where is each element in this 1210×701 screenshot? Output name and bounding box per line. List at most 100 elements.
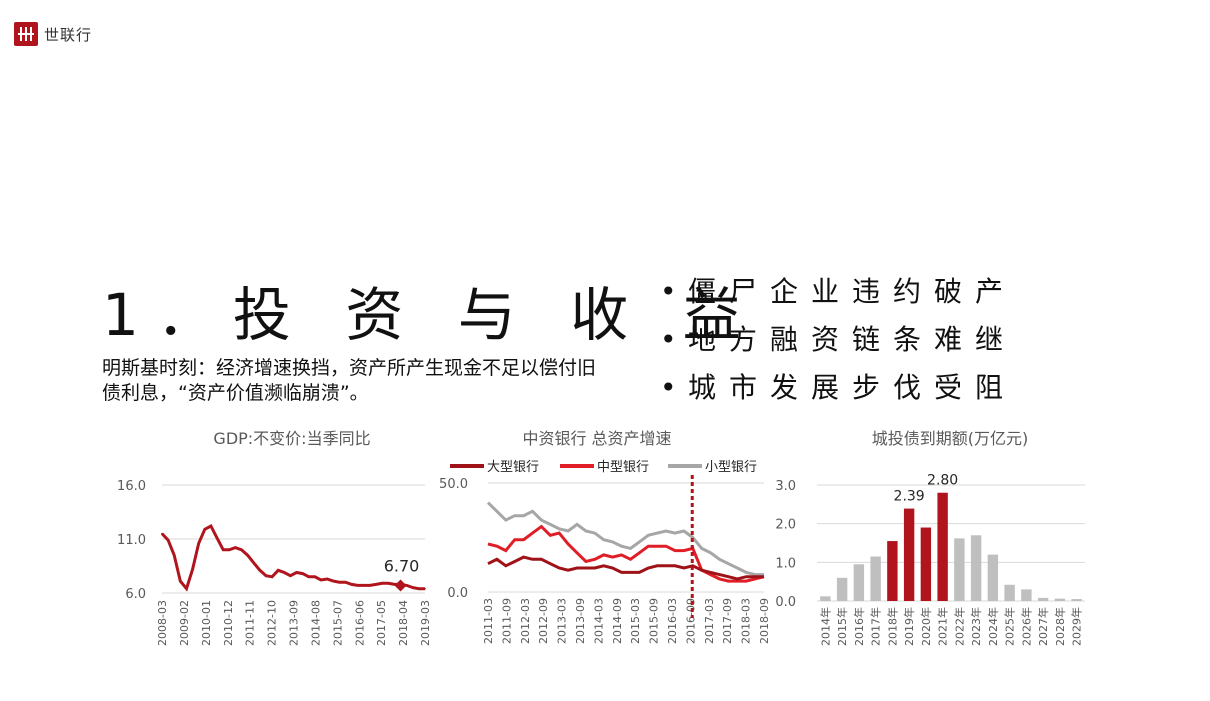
annotation-marker	[394, 579, 407, 592]
data-point	[191, 568, 194, 571]
x-tick-label: 2016-06	[353, 600, 366, 646]
data-point	[259, 569, 261, 572]
y-tick-label: 1.0	[775, 556, 796, 571]
data-point	[344, 581, 347, 583]
legend-label: 大型银行	[487, 460, 539, 475]
bar	[954, 538, 965, 601]
data-point	[301, 572, 304, 575]
bullet-list: • 僵尸企业违约破产 • 地方融资链条难继 • 城市发展步伐受阻	[660, 268, 1016, 412]
bullet-item: • 城市发展步伐受阻	[660, 364, 1016, 412]
data-point	[161, 532, 163, 535]
logo-mark-icon	[14, 22, 38, 46]
data-point	[314, 576, 316, 578]
data-point	[179, 580, 182, 582]
data-point	[234, 546, 237, 549]
slide-title: 1．投 资 与 收 益	[102, 281, 759, 349]
x-tick-label: 2016年	[852, 607, 866, 646]
bar-value-label: 2.39	[894, 489, 925, 505]
bar	[1004, 584, 1015, 601]
x-tick-label: 2018-09	[758, 598, 771, 644]
gdp-series-line	[160, 523, 425, 592]
bullet-dot-icon: •	[660, 275, 677, 308]
bar	[887, 541, 898, 601]
x-tick-label: 2013-03	[556, 598, 569, 644]
data-point	[326, 578, 328, 580]
x-tick-label: 2019-03	[419, 600, 432, 646]
data-point	[363, 584, 365, 587]
x-tick-label: 2012-09	[537, 598, 550, 644]
x-tick-label: 2014年	[818, 607, 832, 646]
bar	[970, 535, 982, 601]
data-point	[320, 579, 322, 581]
x-tick-label: 2024年	[986, 607, 1000, 646]
x-tick-label: 2023年	[969, 607, 983, 646]
bullet-dot-icon: •	[660, 371, 677, 404]
x-tick-label: 2016-03	[666, 598, 679, 644]
legend-label: 小型银行	[705, 460, 757, 475]
data-point	[289, 574, 292, 577]
x-tick-label: 2015-09	[648, 598, 661, 644]
x-tick-label: 2015-03	[629, 598, 642, 644]
data-point	[369, 584, 371, 587]
logo-text: 世联行	[44, 25, 93, 44]
data-point	[338, 581, 341, 583]
x-tick-label: 2017-05	[375, 600, 388, 646]
x-tick-label: 2018-03	[740, 598, 753, 644]
data-point	[387, 582, 390, 585]
x-tick-label: 2018-04	[397, 600, 410, 646]
x-tick-label: 2010-12	[222, 600, 235, 646]
data-point	[185, 587, 188, 590]
bullet-text: 僵尸企业违约破产	[688, 275, 1017, 308]
x-tick-label: 2012-03	[519, 598, 532, 644]
bar	[1037, 597, 1049, 601]
x-tick-label: 2021年	[936, 607, 950, 646]
data-point	[222, 549, 224, 551]
x-tick-label: 2022年	[952, 607, 966, 646]
data-point	[356, 584, 359, 587]
x-tick-label: 2009-02	[178, 600, 191, 646]
bar	[853, 564, 865, 601]
y-tick-label: 2.0	[775, 518, 796, 533]
y-tick-label: 0.0	[775, 595, 796, 610]
x-tick-label: 2011-09	[500, 598, 513, 644]
chart-title: GDP:不变价:当季同比	[213, 429, 370, 448]
series-line	[487, 524, 765, 583]
bar	[870, 556, 881, 601]
x-tick-label: 2015年	[835, 607, 849, 646]
y-tick-label: 0.0	[447, 586, 468, 601]
x-tick-label: 2011-11	[244, 600, 257, 646]
data-point	[216, 537, 218, 539]
x-tick-label: 2020年	[919, 607, 933, 646]
x-tick-label: 2013-09	[288, 600, 301, 646]
bullet-text: 城市发展步伐受阻	[688, 371, 1017, 404]
data-point	[307, 576, 310, 578]
data-point	[411, 586, 414, 589]
data-point	[381, 582, 383, 585]
y-tick-label: 3.0	[775, 479, 796, 494]
series-line	[486, 501, 764, 577]
gdp-growth-chart: GDP:不变价:当季同比 16.0 11.0 6.0 2008-03 2009-02 201…	[117, 429, 432, 646]
y-tick-label: 11.0	[117, 533, 146, 548]
company-logo: 世联行	[14, 22, 92, 46]
data-point	[197, 542, 200, 545]
data-point	[167, 539, 169, 541]
x-tick-label: 2017年	[869, 607, 883, 646]
bar	[987, 554, 999, 601]
x-tick-label: 2013-09	[574, 598, 587, 644]
x-tick-label: 2017-09	[721, 598, 734, 644]
bar-value-label: 2.80	[927, 473, 958, 489]
data-point	[393, 583, 396, 586]
data-point	[283, 571, 286, 574]
bullet-item: • 地方融资链条难继	[660, 316, 1016, 364]
x-tick-label: 2014-08	[309, 600, 322, 646]
y-tick-label: 50.0	[440, 477, 468, 492]
y-tick-label: 16.0	[117, 479, 146, 494]
x-tick-label: 2026年	[1019, 607, 1033, 646]
bullet-text: 地方融资链条难继	[688, 323, 1017, 356]
x-tick-label: 2008-03	[156, 600, 169, 646]
annotation-label: 6.70	[384, 556, 420, 575]
data-point	[332, 580, 335, 582]
data-point	[418, 587, 420, 590]
x-tick-label: 2011-03	[482, 598, 495, 644]
